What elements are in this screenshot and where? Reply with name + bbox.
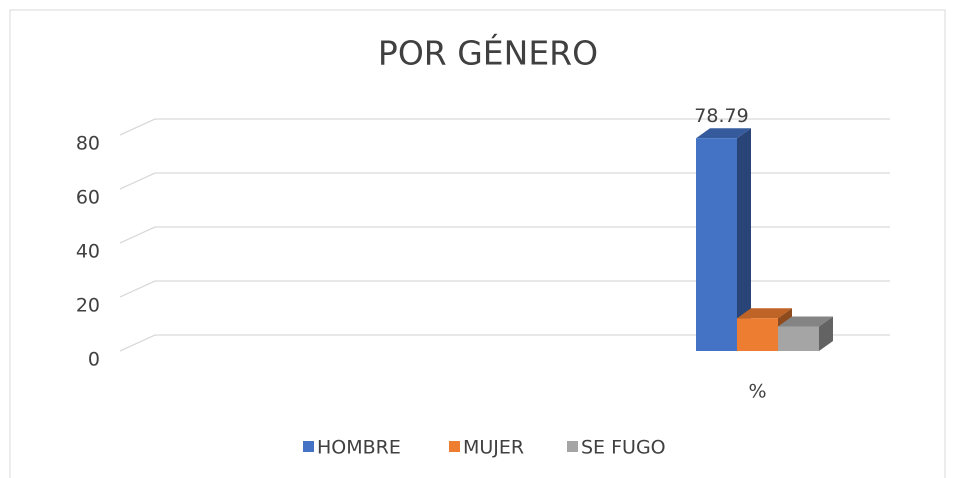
legend-swatch — [449, 441, 460, 452]
grid-line — [119, 334, 890, 352]
legend-swatch — [303, 441, 314, 452]
grid-line — [119, 280, 890, 298]
data-label: 78.79 — [694, 105, 748, 127]
grid-line — [119, 172, 890, 190]
chart-title: POR GÉNERO — [378, 33, 598, 73]
legend-label: MUJER — [463, 437, 524, 459]
chart-frame — [9, 9, 946, 478]
bar — [696, 128, 751, 351]
bar — [778, 316, 833, 351]
y-tick-label: 20 — [76, 295, 100, 317]
legend-swatch — [567, 441, 578, 452]
grid-line — [119, 226, 890, 244]
y-tick-label: 0 — [88, 349, 100, 371]
y-tick-label: 40 — [76, 241, 100, 263]
grid-line — [119, 118, 890, 136]
y-tick-label: 80 — [76, 133, 100, 155]
legend-label: HOMBRE — [317, 437, 401, 459]
legend-label: SE FUGO — [581, 437, 666, 459]
x-tick-label: % — [748, 381, 766, 403]
y-tick-label: 60 — [76, 187, 100, 209]
